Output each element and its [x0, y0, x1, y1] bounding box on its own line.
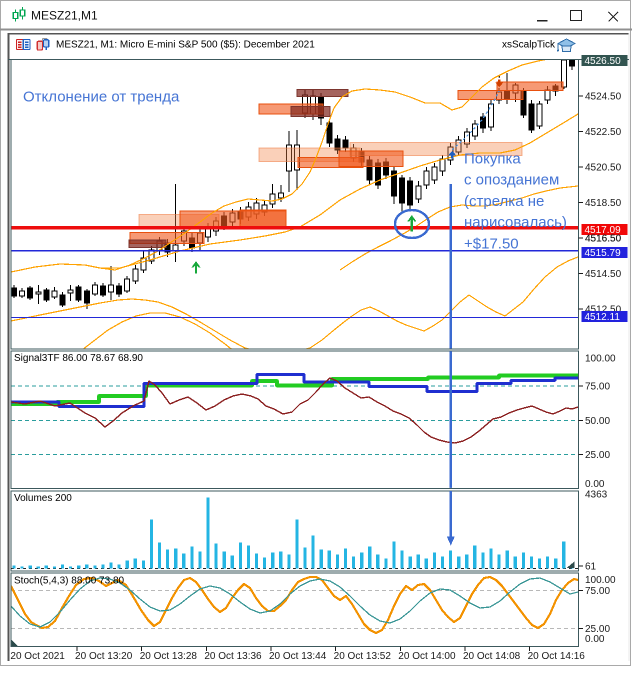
- svg-text:4512.11: 4512.11: [585, 312, 621, 323]
- svg-text:61: 61: [585, 562, 597, 573]
- svg-text:4512.50: 4512.50: [585, 304, 622, 315]
- svg-text:4517.09: 4517.09: [585, 225, 622, 236]
- svg-text:75.00: 75.00: [585, 586, 610, 597]
- svg-text:Signal3TF 86.00 78.67 68.90: Signal3TF 86.00 78.67 68.90: [14, 353, 143, 364]
- svg-text:25.00: 25.00: [585, 450, 610, 461]
- svg-text:100.00: 100.00: [585, 575, 616, 586]
- svg-text:4520.50: 4520.50: [585, 162, 622, 173]
- svg-text:Stoch(5,4,3) 88.00 73.80: Stoch(5,4,3) 88.00 73.80: [14, 576, 125, 587]
- svg-text:20 Oct 13:20: 20 Oct 13:20: [75, 651, 133, 662]
- svg-text:4526.50: 4526.50: [585, 56, 622, 67]
- svg-text:4522.50: 4522.50: [585, 127, 622, 138]
- svg-text:20 Oct 14:00: 20 Oct 14:00: [398, 651, 456, 662]
- svg-text:MESZ21,M1: MESZ21,M1: [31, 9, 98, 23]
- svg-text:20 Oct 14:08: 20 Oct 14:08: [463, 651, 521, 662]
- svg-text:4514.50: 4514.50: [585, 269, 622, 280]
- svg-text:xsScalpTick: xsScalpTick: [502, 40, 556, 51]
- svg-text:нарисовалась): нарисовалась): [464, 214, 567, 231]
- svg-text:4516.50: 4516.50: [585, 233, 622, 244]
- svg-text:4518.50: 4518.50: [585, 198, 622, 209]
- svg-text:20 Oct 13:52: 20 Oct 13:52: [334, 651, 392, 662]
- svg-text:20 Oct 13:36: 20 Oct 13:36: [204, 651, 262, 662]
- svg-text:100.00: 100.00: [585, 353, 616, 364]
- svg-text:20 Oct 14:16: 20 Oct 14:16: [528, 651, 586, 662]
- svg-text:20 Oct 2021: 20 Oct 2021: [10, 651, 65, 662]
- svg-text:25.00: 25.00: [585, 624, 610, 635]
- svg-text:0.00: 0.00: [585, 479, 605, 490]
- svg-text:+$17.50: +$17.50: [464, 235, 519, 252]
- svg-text:4363: 4363: [585, 490, 608, 501]
- svg-text:20 Oct 13:44: 20 Oct 13:44: [269, 651, 327, 662]
- svg-text:4516.50: 4516.50: [585, 233, 622, 244]
- svg-text:(стрелка не: (стрелка не: [464, 193, 544, 210]
- svg-text:с опозданием: с опозданием: [464, 172, 559, 189]
- svg-text:75.00: 75.00: [585, 382, 610, 393]
- svg-text:50.00: 50.00: [585, 416, 610, 427]
- svg-text:4524.50: 4524.50: [585, 91, 622, 102]
- svg-text:Покупка: Покупка: [464, 151, 521, 168]
- svg-text:Отклонение от тренда: Отклонение от тренда: [23, 89, 180, 106]
- svg-text:4515.79: 4515.79: [585, 248, 622, 259]
- svg-text:20 Oct 13:28: 20 Oct 13:28: [140, 651, 198, 662]
- svg-text:MESZ21, M1: Micro E-mini S&P: MESZ21, M1: Micro E-mini S&P 500 ($5): D…: [56, 40, 315, 51]
- svg-text:Volumes 200: Volumes 200: [14, 493, 72, 504]
- svg-text:0.00: 0.00: [585, 634, 605, 645]
